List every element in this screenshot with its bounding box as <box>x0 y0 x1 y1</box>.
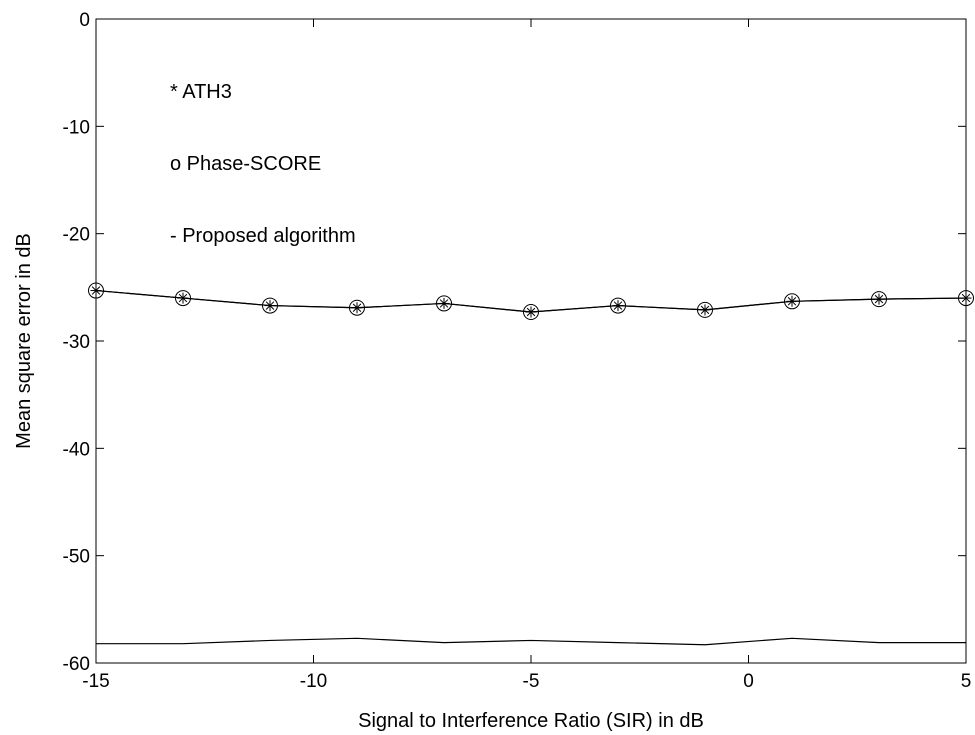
asterisk-stroke <box>613 301 623 310</box>
marker-circle-point <box>175 290 191 307</box>
marker-asterisk-point <box>177 292 189 304</box>
asterisk-stroke <box>439 299 449 308</box>
marker-circle-point <box>958 290 974 307</box>
x-tick-label: 0 <box>743 671 754 692</box>
marker-asterisk-point <box>351 302 363 314</box>
y-tick-label: -60 <box>63 654 90 675</box>
marker-asterisk-point <box>612 300 624 312</box>
x-tick-label: -10 <box>300 671 327 692</box>
marker-asterisk-point <box>525 306 537 318</box>
asterisk-stroke <box>787 297 797 306</box>
y-tick-label: -20 <box>63 225 90 246</box>
marker-circle-point <box>262 297 278 314</box>
marker-circle-point <box>436 295 452 312</box>
marker-circle-point <box>349 299 365 316</box>
series-line-proposed-algorithm <box>96 637 966 646</box>
y-tick-label: 0 <box>79 10 90 31</box>
marker-circle-point <box>88 282 104 299</box>
x-tick-label: -5 <box>523 671 540 692</box>
marker-circle-point <box>523 304 539 321</box>
y-tick-label: -50 <box>63 547 90 568</box>
marker-asterisk-point <box>438 297 450 309</box>
asterisk-stroke <box>526 307 536 317</box>
y-tick-label: -30 <box>63 332 90 353</box>
x-tick-label: -15 <box>82 671 109 692</box>
marker-asterisk-point <box>90 285 102 297</box>
annotation-ath3: * ATH3 <box>170 81 232 103</box>
y-tick-label: -10 <box>63 117 90 138</box>
annotation-proposed: - Proposed algorithm <box>170 225 356 247</box>
asterisk-stroke <box>265 301 275 310</box>
plot-area <box>95 18 967 664</box>
asterisk-stroke <box>352 303 362 312</box>
asterisk-stroke <box>961 293 971 303</box>
asterisk-stroke <box>700 305 710 315</box>
marker-circle-point <box>871 291 887 308</box>
marker-asterisk-point <box>786 295 798 307</box>
asterisk-stroke <box>874 294 884 304</box>
marker-circle-point <box>610 297 626 314</box>
marker-circle-point <box>784 293 800 310</box>
asterisk-stroke <box>91 286 101 295</box>
marker-circle-point <box>697 301 713 318</box>
marker-asterisk-point <box>264 300 276 312</box>
marker-asterisk-point <box>699 304 711 316</box>
y-tick-label: -40 <box>63 439 90 460</box>
asterisk-stroke <box>178 293 188 303</box>
x-tick-label: 5 <box>961 671 972 692</box>
annotation-phase-score: o Phase-SCORE <box>170 153 321 175</box>
x-axis-label: Signal to Interference Ratio (SIR) in dB <box>358 710 704 732</box>
y-axis-label: Mean square error in dB <box>13 233 35 449</box>
marker-asterisk-point <box>960 292 972 304</box>
marker-asterisk-point <box>873 293 885 305</box>
